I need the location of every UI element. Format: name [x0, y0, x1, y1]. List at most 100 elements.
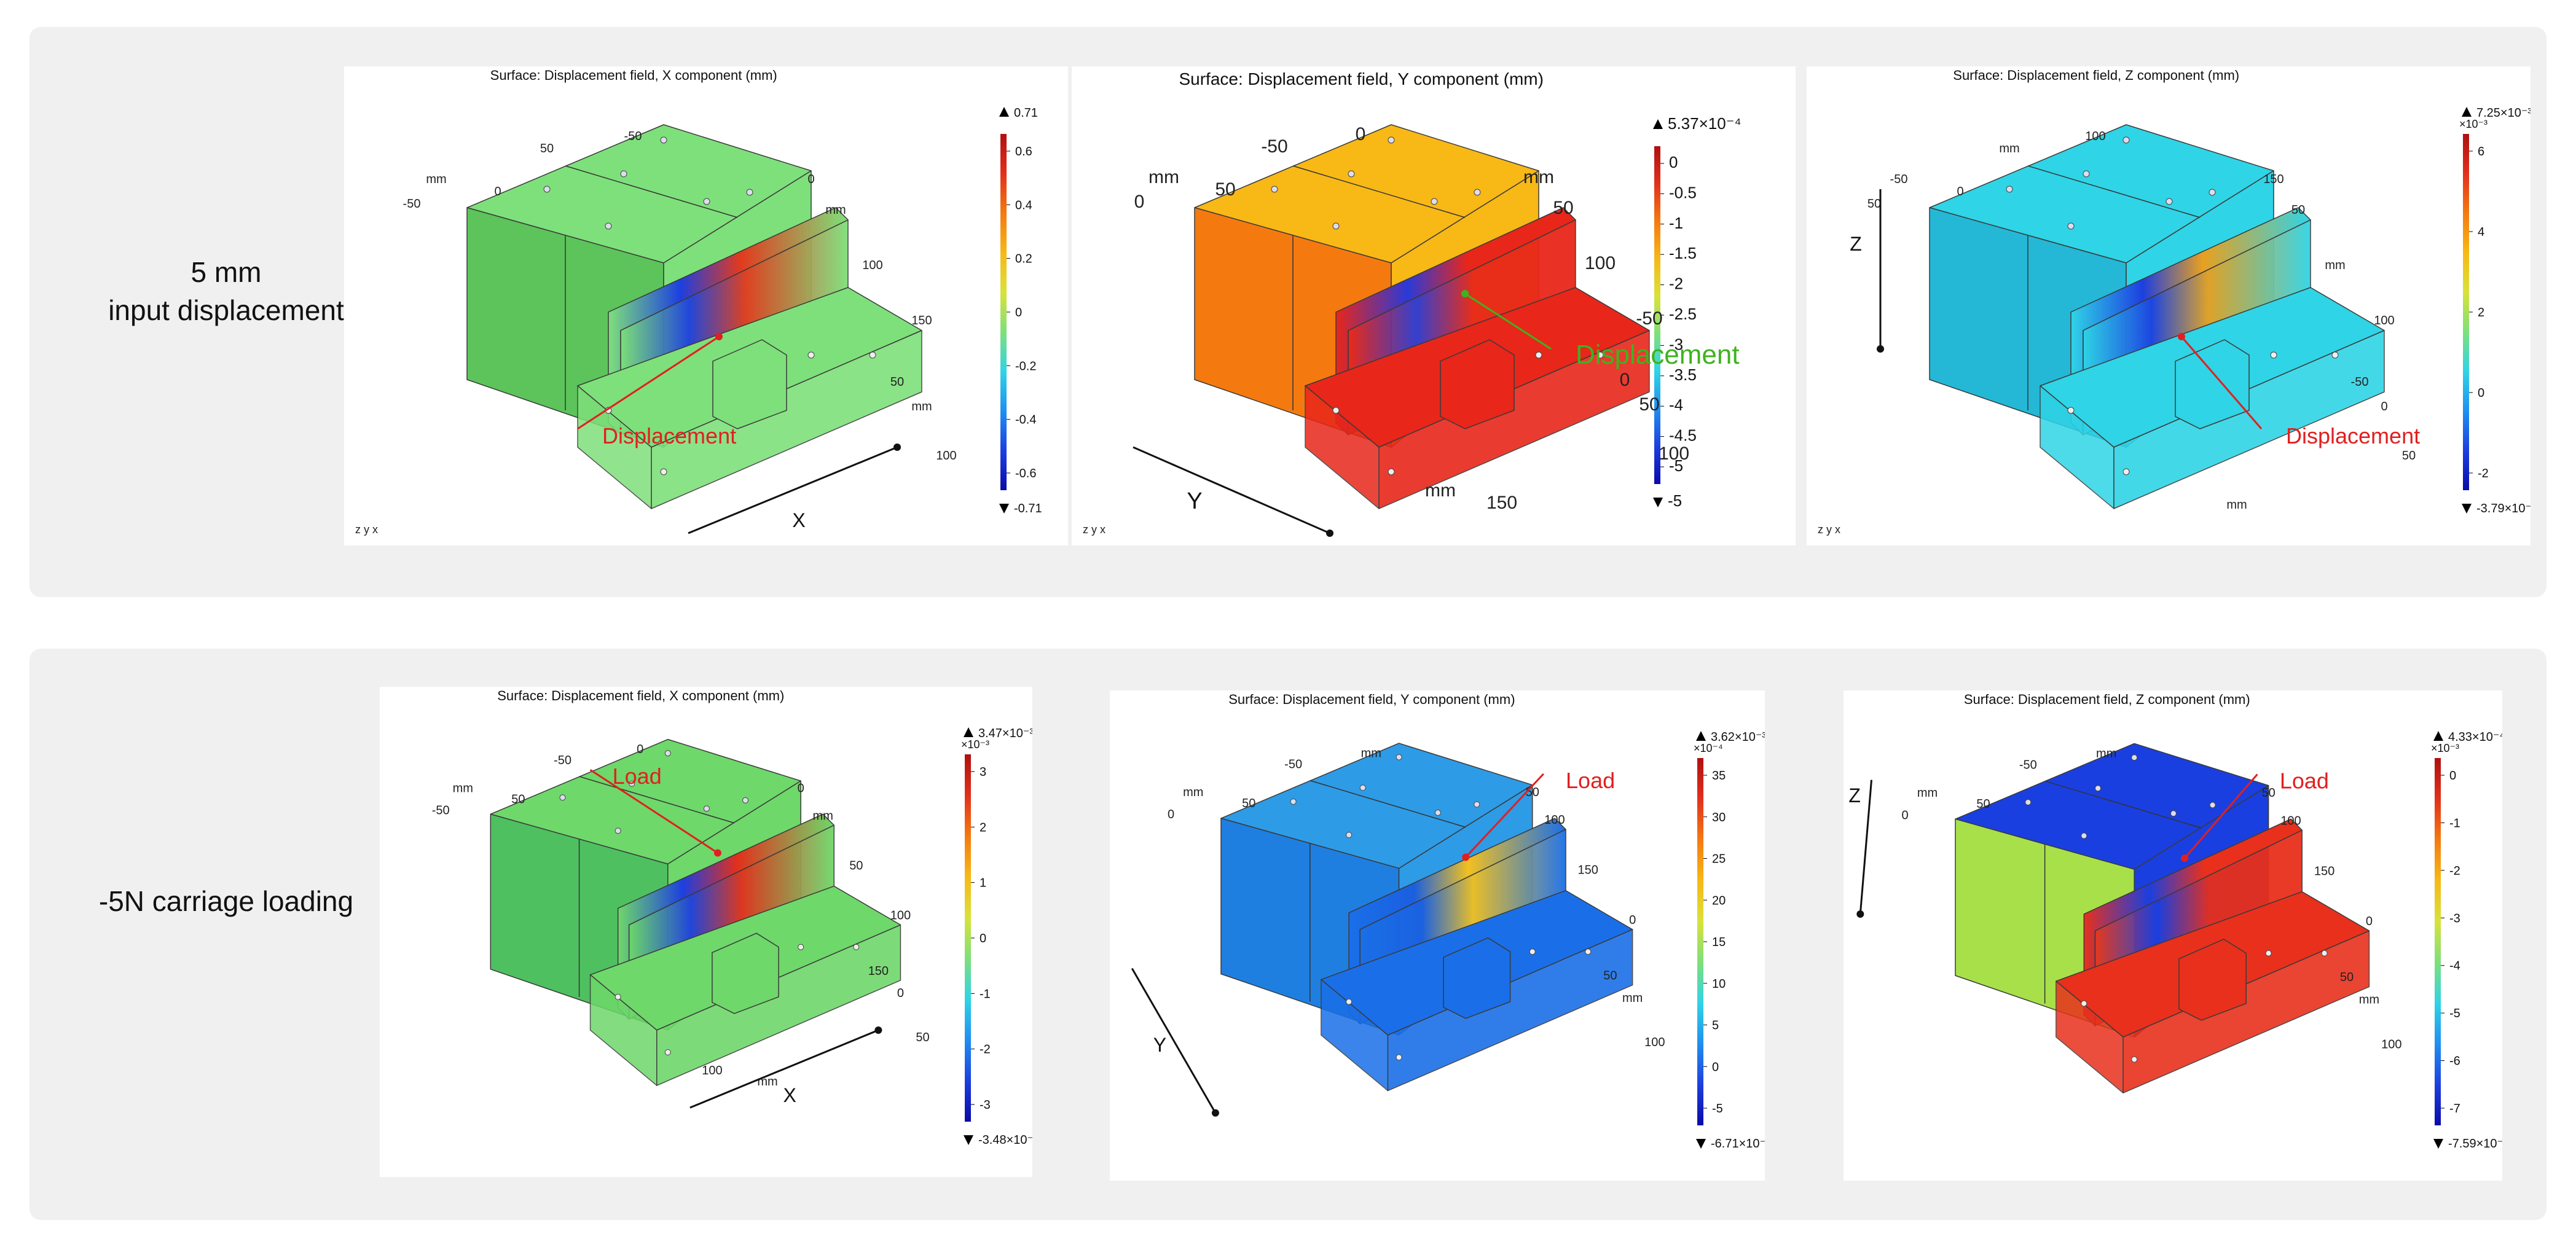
- screw-hole: [2095, 785, 2102, 792]
- screw-hole: [2006, 186, 2013, 193]
- annotation-arrow: [2180, 336, 2263, 429]
- axis-tick-label: 50: [890, 375, 904, 389]
- colorbar-tick-label: -1: [2449, 816, 2460, 830]
- screw-hole: [869, 351, 876, 359]
- colorbar-tick-label: 20: [1712, 894, 1726, 907]
- axis-tick-label: 0: [494, 185, 501, 198]
- max-arrow-icon: [1696, 731, 1706, 741]
- axis-tick-label: mm: [2325, 259, 2345, 272]
- axis-tick-label: mm: [1425, 480, 1456, 501]
- axis-triad: z y x: [1818, 523, 1840, 536]
- base-side: [2113, 330, 2385, 509]
- annotation-arrowhead: [1462, 853, 1470, 861]
- colorbar-tick-label: -7: [2449, 1102, 2460, 1116]
- part-model: [490, 738, 901, 1086]
- colorbar-tick-label: -3: [980, 1098, 991, 1112]
- annotation-arrowhead: [2181, 854, 2189, 862]
- row-label: 5 mm input displacement: [108, 256, 344, 327]
- screw-hole: [2170, 810, 2177, 817]
- colorbar: [2435, 758, 2441, 1125]
- axis-tick-label: mm: [1999, 142, 2019, 155]
- screw-hole: [1431, 198, 1438, 205]
- colorbar-max-label: 4.33×10⁻⁴: [2448, 730, 2502, 744]
- colorbar-tick-label: 10: [1712, 977, 1726, 991]
- colorbar-tick-label: -5: [2449, 1007, 2460, 1020]
- max-arrow-icon: [1653, 119, 1663, 129]
- plot-r1-x: Surface: Displacement field, X component…: [344, 66, 1068, 545]
- screw-hole: [1396, 754, 1402, 760]
- screw-hole: [742, 797, 749, 803]
- plot-title: Surface: Displacement field, X component…: [497, 688, 784, 703]
- colorbar-tick-label: -2: [2449, 864, 2460, 878]
- axis-tick-label: 100: [862, 259, 882, 272]
- axis-direction-label: X: [792, 509, 805, 531]
- axis-tick-label: 50: [1867, 197, 1881, 211]
- min-arrow-icon: [2462, 504, 2472, 514]
- axis-tick-label: 50: [2340, 971, 2354, 984]
- axis-tick-label: -50: [624, 130, 642, 143]
- axis-tick-label: 50: [511, 792, 525, 806]
- axis-tick-label: mm: [1523, 167, 1554, 187]
- axis-direction-arrowhead: [1877, 345, 1884, 353]
- axis-direction-label: X: [783, 1084, 796, 1106]
- axis-tick-label: 50: [2291, 203, 2305, 217]
- carriage-block: [1440, 339, 1515, 429]
- axis-tick-label: mm: [453, 781, 473, 795]
- part-model: [1220, 743, 1633, 1092]
- colorbar-tick-label: -2: [2478, 467, 2489, 480]
- axis-tick-label: 0: [1629, 913, 1636, 927]
- screw-hole: [1388, 136, 1395, 144]
- colorbar-tick-label: -0.2: [1015, 359, 1036, 373]
- axis-tick-label: mm: [813, 809, 833, 823]
- colorbar-tick-label: -1: [1669, 214, 1683, 232]
- screw-hole: [2122, 136, 2130, 144]
- axis-tick-label: 100: [936, 449, 956, 463]
- screw-hole: [2067, 222, 2075, 230]
- screw-hole: [1535, 351, 1542, 359]
- colorbar-tick-label: 0: [2449, 769, 2456, 783]
- axis-tick-label: -50: [1890, 173, 1908, 186]
- axis-tick-label: mm: [2226, 498, 2247, 512]
- colorbar-min-label: -3.79×10⁻³: [2476, 502, 2531, 515]
- plot-canvas: Surface: Displacement field, Z component…: [1818, 68, 2531, 536]
- colorbar-tick-label: 4: [2478, 225, 2484, 239]
- axis-tick-label: mm: [1622, 991, 1643, 1005]
- screw-hole: [559, 794, 566, 801]
- axis-tick-label: 100: [1644, 1036, 1665, 1049]
- axis-tick-label: 0: [1902, 808, 1909, 822]
- box-divider: [1292, 165, 1466, 218]
- colorbar-tick-label: -2.5: [1669, 305, 1697, 323]
- annotation-label: Load: [1566, 768, 1615, 793]
- box-divider: [579, 776, 735, 824]
- screw-hole: [2166, 198, 2173, 205]
- screw-hole: [629, 780, 635, 787]
- colorbar: [965, 754, 971, 1122]
- axis-triad: z y x: [1083, 523, 1105, 536]
- colorbar-max-label: 3.47×10⁻³: [978, 727, 1032, 740]
- box-divider: [1310, 780, 1466, 828]
- axis-tick-label: -50: [2019, 758, 2037, 772]
- screw-hole: [2067, 407, 2075, 414]
- plot-canvas: Surface: Displacement field, Y component…: [1131, 692, 1765, 1151]
- screw-hole: [543, 186, 551, 193]
- axis-tick-label: 50: [1215, 179, 1235, 200]
- screw-hole: [853, 944, 860, 950]
- axis-tick-label: 0: [798, 781, 804, 795]
- colorbar-tick-label: -3: [1669, 335, 1683, 353]
- screw-hole: [1346, 998, 1353, 1005]
- screw-hole: [660, 136, 667, 144]
- max-arrow-icon: [2433, 731, 2443, 741]
- part-model: [1194, 124, 1650, 509]
- screw-hole: [2270, 351, 2277, 359]
- part-model: [1929, 124, 2385, 509]
- axis-tick-label: 0: [1620, 370, 1630, 390]
- base-side: [651, 330, 922, 509]
- axis-tick-label: 100: [2280, 814, 2301, 827]
- screw-hole: [1332, 222, 1340, 230]
- annotation-arrow: [1464, 292, 1552, 350]
- colorbar-tick-label: 5: [1712, 1019, 1719, 1033]
- annotation-arrowhead: [1461, 290, 1469, 297]
- axis-tick-label: 150: [911, 314, 932, 327]
- min-arrow-icon: [2433, 1139, 2443, 1149]
- axis-direction-arrowhead: [1211, 1109, 1219, 1117]
